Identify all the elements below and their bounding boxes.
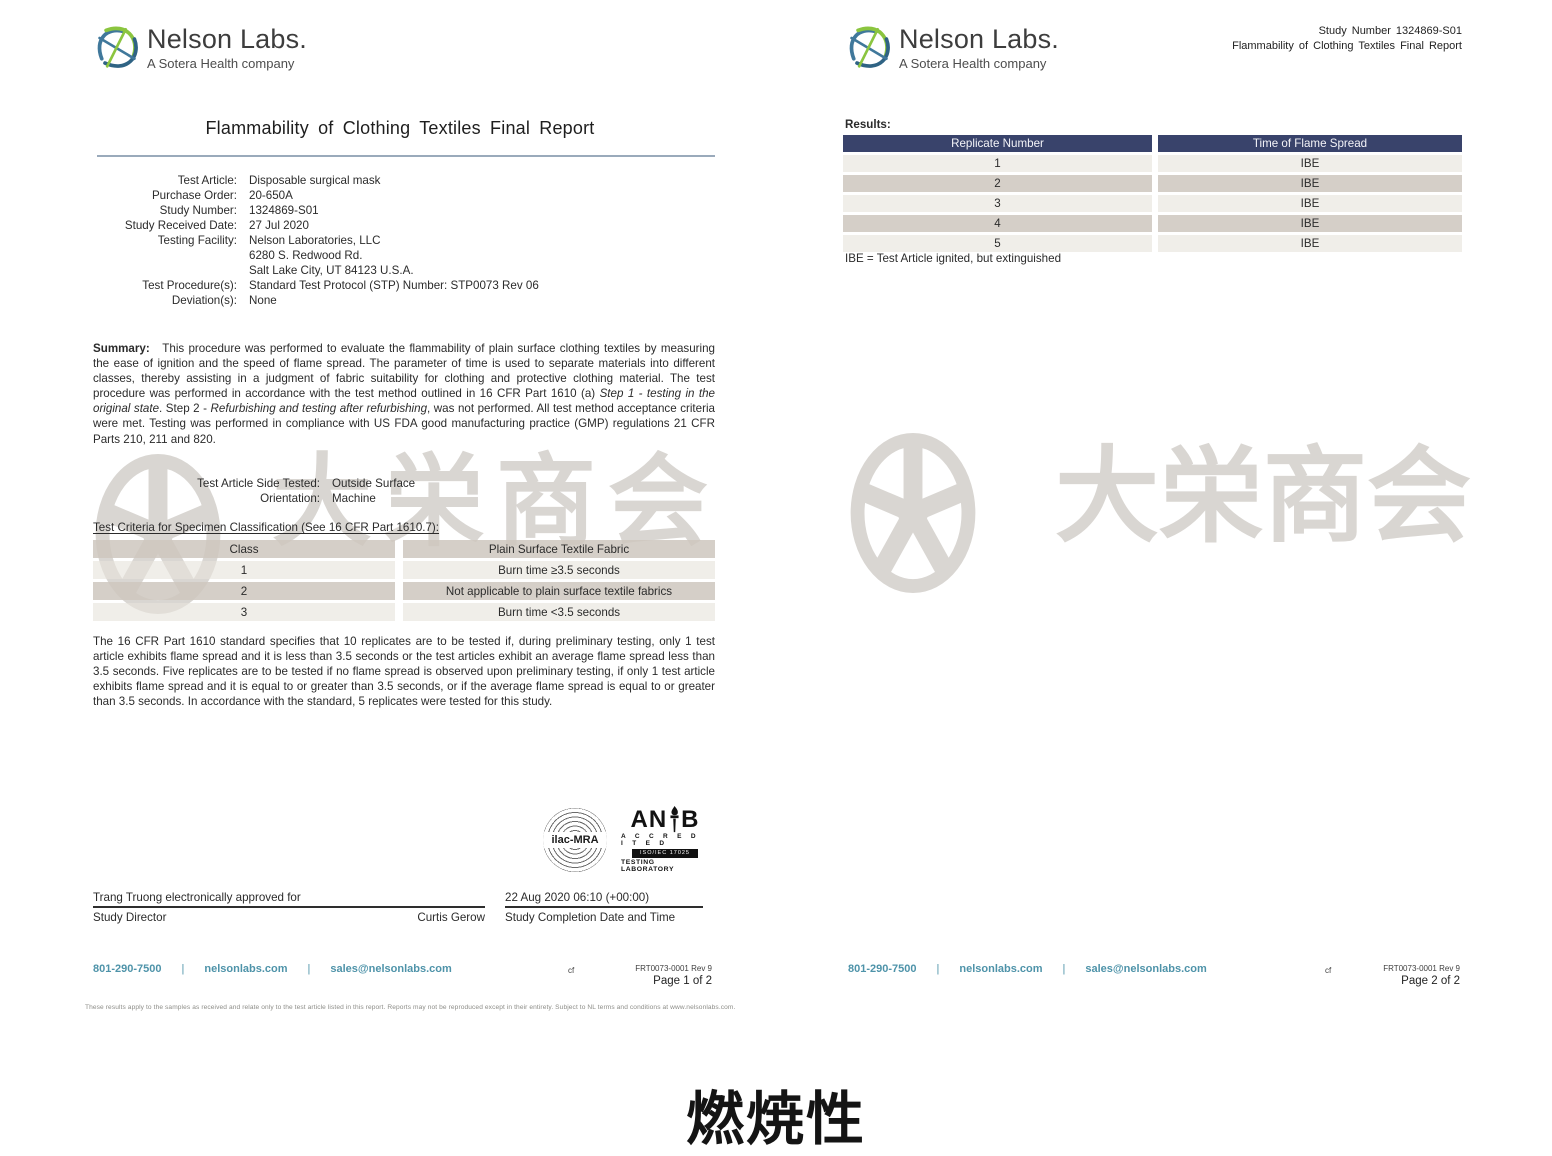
table-cell: Burn time ≥3.5 seconds (403, 561, 715, 579)
detail-row: Study Received Date: 27 Jul 2020 (124, 219, 309, 232)
footer-doc-block: FRT0073-0001 Rev 9 Page 1 of 2 (635, 964, 712, 987)
criteria-heading: Test Criteria for Specimen Classificatio… (93, 521, 440, 534)
completion-datetime: 22 Aug 2020 06:10 (+00:00) (505, 891, 703, 908)
signature-approver: Curtis Gerow (417, 911, 485, 924)
anab-iso-label: ISO/IEC 17025 (632, 848, 698, 858)
anab-seal: AN B A C C R E D I T E D ISO/IEC 17025 T… (621, 806, 709, 873)
detail-row: Test Article: Disposable surgical mask (177, 174, 381, 187)
report-page-2: Nelson Labs. A Sotera Health company Stu… (840, 0, 1490, 1040)
report-page-1: Nelson Labs. A Sotera Health company Fla… (85, 0, 735, 1040)
detail-row: Test Procedure(s): Standard Test Protocol… (142, 279, 539, 292)
table-cell: IBE (1158, 195, 1462, 212)
detail-row: Orientation: Machine (260, 492, 376, 505)
logo-tagline: A Sotera Health company (899, 56, 1047, 71)
table-row: Replicate Number Time of Flame Spread (843, 135, 1462, 152)
table-row: Class Plain Surface Textile Fabric (93, 540, 715, 558)
torch-icon (670, 806, 679, 833)
footer-cf: cf (1325, 966, 1332, 975)
header-study-number: Study Number 1324869-S01 (1318, 25, 1462, 37)
logo-tagline: A Sotera Health company (147, 56, 295, 71)
page-title: Flammability of Clothing Textiles Final … (205, 118, 595, 138)
table-row: 2 Not applicable to plain surface textile… (93, 582, 715, 600)
footer-page-number: Page 2 of 2 (1401, 975, 1460, 987)
nelson-labs-logo-icon (849, 26, 890, 68)
signature-block: Trang Truong electronically approved for… (93, 891, 485, 924)
summary-label: Summary: (93, 342, 150, 355)
table-cell: 3 (93, 603, 395, 621)
footer-website-link[interactable]: nelsonlabs.com (959, 963, 1043, 975)
table-cell: 5 (843, 235, 1152, 252)
signature-role: Study Director (93, 911, 167, 924)
study-details: Test Article: Disposable surgical mask Pu… (85, 173, 709, 308)
footer-doc-number: FRT0073-0001 Rev 9 (1383, 964, 1460, 973)
anab-text-right: B (681, 806, 700, 833)
footer-contact: 801-290-7500 | nelsonlabs.com | sales@ne… (93, 963, 452, 975)
side-tested-block: Test Article Side Tested: Outside Surface… (85, 476, 672, 506)
table-cell: Class (93, 540, 395, 558)
table-cell: 1 (843, 155, 1152, 172)
table-cell: 2 (93, 582, 395, 600)
completion-date-block: 22 Aug 2020 06:10 (+00:00) Study Complet… (505, 891, 703, 924)
table-row: 2 IBE (843, 175, 1462, 192)
table-cell: 1 (93, 561, 395, 579)
table-row: 1 Burn time ≥3.5 seconds (93, 561, 715, 579)
table-row: 3 IBE (843, 195, 1462, 212)
anab-accredited-label: A C C R E D I T E D (621, 833, 700, 847)
criteria-table: Class Plain Surface Textile Fabric 1 Burn t… (93, 540, 715, 624)
footer-contact: 801-290-7500 | nelsonlabs.com | sales@ne… (848, 963, 1207, 975)
table-cell: Burn time <3.5 seconds (403, 603, 715, 621)
anab-testing-lab-label: TESTING LABORATORY (621, 859, 675, 873)
summary-paragraph: Summary: This procedure was performed to… (93, 342, 715, 446)
nelson-labs-logo: Nelson Labs. A Sotera Health company (845, 24, 1059, 76)
table-cell: 2 (843, 175, 1152, 192)
footer-cf: cf (568, 966, 575, 975)
footer-email-link[interactable]: sales@nelsonlabs.com (1085, 963, 1207, 975)
table-cell: IBE (1158, 155, 1462, 172)
table-row: 4 IBE (843, 215, 1462, 232)
logo-wordmark: Nelson Labs. (147, 24, 307, 54)
detail-row: Study Number: 1324869-S01 (159, 204, 319, 217)
accreditation-seals: ilac-MRA AN B A C C R E D I T E D ISO/IE… (543, 806, 709, 873)
detail-row: Deviation(s): None (171, 294, 277, 307)
anab-text-left: AN (630, 806, 668, 833)
table-cell: Plain Surface Textile Fabric (403, 540, 715, 558)
table-cell: Time of Flame Spread (1158, 135, 1462, 152)
title-rule (97, 155, 715, 157)
completion-date-label: Study Completion Date and Time (505, 911, 676, 924)
footer-phone: 801-290-7500 (848, 963, 917, 975)
caption-flammability: 燃焼性 (685, 1087, 866, 1152)
table-cell: IBE (1158, 235, 1462, 252)
nelson-labs-logo: Nelson Labs. A Sotera Health company (93, 24, 307, 76)
table-cell: IBE (1158, 175, 1462, 192)
table-row: 5 IBE (843, 235, 1462, 252)
approved-line: Trang Truong electronically approved for (93, 891, 485, 908)
table-cell: Not applicable to plain surface textile … (403, 582, 715, 600)
footer-doc-block: FRT0073-0001 Rev 9 Page 2 of 2 (1383, 964, 1460, 987)
standard-paragraph: The 16 CFR Part 1610 standard specifies … (93, 635, 715, 709)
table-cell: 4 (843, 215, 1152, 232)
table-row: 3 Burn time <3.5 seconds (93, 603, 715, 621)
nelson-labs-logo-icon (97, 26, 138, 68)
logo-wordmark: Nelson Labs. (899, 24, 1059, 54)
footer-email-link[interactable]: sales@nelsonlabs.com (330, 963, 452, 975)
results-table: Replicate Number Time of Flame Spread 1 IBE… (843, 135, 1462, 255)
ilac-mra-label: ilac-MRA (543, 831, 607, 848)
ibe-note: IBE = Test Article ignited, but extingui… (845, 252, 1062, 265)
ilac-mra-seal-icon: ilac-MRA (543, 807, 607, 872)
table-cell: Replicate Number (843, 135, 1152, 152)
results-label: Results: (845, 118, 891, 131)
footer-doc-number: FRT0073-0001 Rev 9 (635, 964, 712, 973)
detail-row: Testing Facility: Nelson Laboratories, LL… (157, 234, 414, 277)
table-row: 1 IBE (843, 155, 1462, 172)
table-cell: 3 (843, 195, 1152, 212)
footer-phone: 801-290-7500 (93, 963, 162, 975)
detail-row: Purchase Order: 20-650A (151, 189, 293, 202)
header-report-title: Flammability of Clothing Textiles Final … (1232, 40, 1462, 52)
detail-row: Test Article Side Tested: Outside Surface (197, 477, 416, 490)
page-header-right: Study Number 1324869-S01 Flammability of… (1232, 24, 1462, 54)
footer-website-link[interactable]: nelsonlabs.com (204, 963, 288, 975)
footer-page-number: Page 1 of 2 (653, 975, 712, 987)
footer-fineprint: These results apply to the samples as re… (85, 1004, 736, 1011)
table-cell: IBE (1158, 215, 1462, 232)
